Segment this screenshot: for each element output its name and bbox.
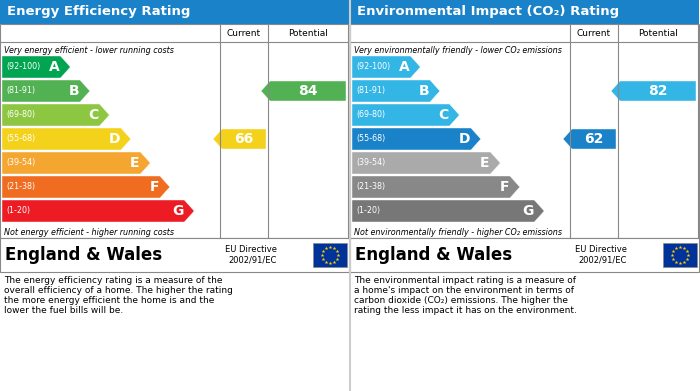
Bar [350,238,699,272]
Text: B: B [69,84,79,98]
Text: E: E [130,156,139,170]
Text: Not environmentally friendly - higher CO₂ emissions: Not environmentally friendly - higher CO… [354,228,562,237]
Text: F: F [500,180,509,194]
Text: (81-91): (81-91) [356,86,385,95]
Bar [350,0,699,24]
Text: England & Wales: England & Wales [5,246,162,264]
Bar [313,243,347,267]
Text: 82: 82 [648,84,668,98]
Polygon shape [2,152,150,174]
Text: 66: 66 [234,132,253,146]
Text: Current: Current [577,29,611,38]
Text: EU Directive
2002/91/EC: EU Directive 2002/91/EC [225,245,277,265]
Polygon shape [352,56,421,78]
Text: (39-54): (39-54) [356,158,385,167]
Text: Very environmentally friendly - lower CO₂ emissions: Very environmentally friendly - lower CO… [354,46,562,55]
Polygon shape [2,128,131,150]
Text: 84: 84 [298,84,318,98]
Polygon shape [213,129,266,149]
Text: overall efficiency of a home. The higher the rating: overall efficiency of a home. The higher… [4,286,233,295]
Text: C: C [88,108,99,122]
Bar [663,243,697,267]
Text: Current: Current [227,29,261,38]
Text: Not energy efficient - higher running costs: Not energy efficient - higher running co… [4,228,174,237]
Text: D: D [108,132,120,146]
Text: (55-68): (55-68) [6,135,35,143]
Polygon shape [352,176,520,198]
Text: EU Directive
2002/91/EC: EU Directive 2002/91/EC [575,245,627,265]
Polygon shape [352,104,459,126]
Polygon shape [563,129,616,149]
Text: F: F [150,180,159,194]
Text: (81-91): (81-91) [6,86,35,95]
Text: Potential: Potential [288,29,328,38]
Text: (1-20): (1-20) [6,206,30,215]
Text: Energy Efficiency Rating: Energy Efficiency Rating [7,5,190,18]
Text: Potential: Potential [638,29,678,38]
Polygon shape [352,80,440,102]
Text: lower the fuel bills will be.: lower the fuel bills will be. [4,306,123,315]
Text: C: C [438,108,449,122]
Bar [0,24,349,238]
Polygon shape [2,56,71,78]
Polygon shape [352,152,500,174]
Text: A: A [49,60,60,74]
Text: (69-80): (69-80) [6,111,35,120]
Text: Very energy efficient - lower running costs: Very energy efficient - lower running co… [4,46,174,55]
Text: carbon dioxide (CO₂) emissions. The higher the: carbon dioxide (CO₂) emissions. The high… [354,296,568,305]
Bar [0,0,349,24]
Polygon shape [261,81,346,101]
Text: the more energy efficient the home is and the: the more energy efficient the home is an… [4,296,214,305]
Text: 62: 62 [584,132,603,146]
Text: a home's impact on the environment in terms of: a home's impact on the environment in te… [354,286,574,295]
Text: The energy efficiency rating is a measure of the: The energy efficiency rating is a measur… [4,276,223,285]
Text: B: B [419,84,429,98]
Text: (69-80): (69-80) [356,111,385,120]
Text: D: D [458,132,470,146]
Text: (55-68): (55-68) [356,135,385,143]
Text: rating the less impact it has on the environment.: rating the less impact it has on the env… [354,306,577,315]
Polygon shape [611,81,696,101]
Text: Environmental Impact (CO₂) Rating: Environmental Impact (CO₂) Rating [357,5,619,18]
Text: (92-100): (92-100) [6,63,41,72]
Text: G: G [522,204,533,218]
Text: G: G [172,204,183,218]
Text: (1-20): (1-20) [356,206,380,215]
Bar [0,238,349,272]
Polygon shape [352,200,544,222]
Text: (39-54): (39-54) [6,158,35,167]
Polygon shape [2,104,109,126]
Text: E: E [480,156,489,170]
Text: (92-100): (92-100) [356,63,391,72]
Text: A: A [399,60,409,74]
Text: England & Wales: England & Wales [355,246,512,264]
Bar [350,24,699,238]
Text: (21-38): (21-38) [6,183,35,192]
Polygon shape [2,80,90,102]
Polygon shape [352,128,481,150]
Text: (21-38): (21-38) [356,183,385,192]
Polygon shape [2,176,170,198]
Text: The environmental impact rating is a measure of: The environmental impact rating is a mea… [354,276,576,285]
Polygon shape [2,200,194,222]
